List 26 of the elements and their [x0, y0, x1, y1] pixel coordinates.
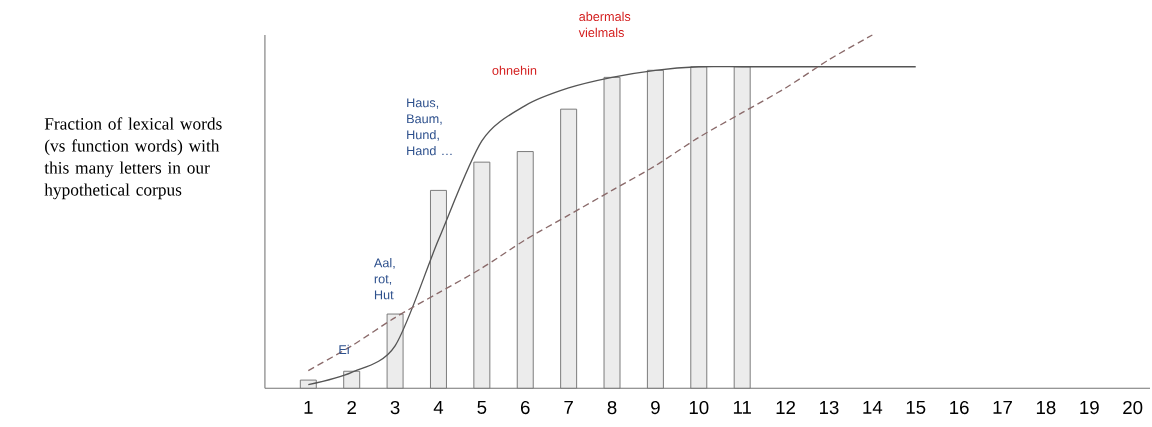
- annotation: Haus, Baum, Hund, Hand …: [407, 98, 452, 156]
- x-tick-label: 19: [1080, 400, 1099, 415]
- x-tick-label: 13: [819, 400, 839, 415]
- x-tick-label: 2: [347, 400, 356, 414]
- x-tick-label: 4: [433, 400, 444, 414]
- x-tick-label: 12: [776, 400, 796, 414]
- x-tick-label: 20: [1123, 400, 1143, 415]
- x-tick-label: 3: [390, 400, 400, 415]
- x-tick-label: 17: [993, 400, 1012, 414]
- x-tick-label: 1: [304, 400, 313, 414]
- annotation: Aal, rot, Hut: [373, 257, 395, 300]
- x-tick-label: 16: [950, 400, 969, 415]
- x-tick-label: 10: [689, 400, 709, 415]
- x-tick-label: 18: [1036, 400, 1056, 415]
- x-tick-label: 14: [863, 400, 883, 414]
- y-axis-title: Fraction of lexical words (vs function words) with this many letters in our hypothetical corpus: [44, 117, 222, 200]
- annotation: Ei: [339, 344, 349, 354]
- x-tick-label: 7: [564, 400, 573, 414]
- x-tick-label: 6: [520, 400, 530, 415]
- x-tick-label: 8: [607, 400, 617, 415]
- annotation: ohnehin: [492, 65, 537, 75]
- annotation: abermals vielmals: [578, 11, 631, 37]
- x-tick-label: 9: [651, 400, 660, 415]
- x-tick-label: 5: [477, 400, 487, 414]
- x-tick-label: 11: [733, 400, 751, 414]
- x-tick-label: 15: [906, 400, 926, 414]
